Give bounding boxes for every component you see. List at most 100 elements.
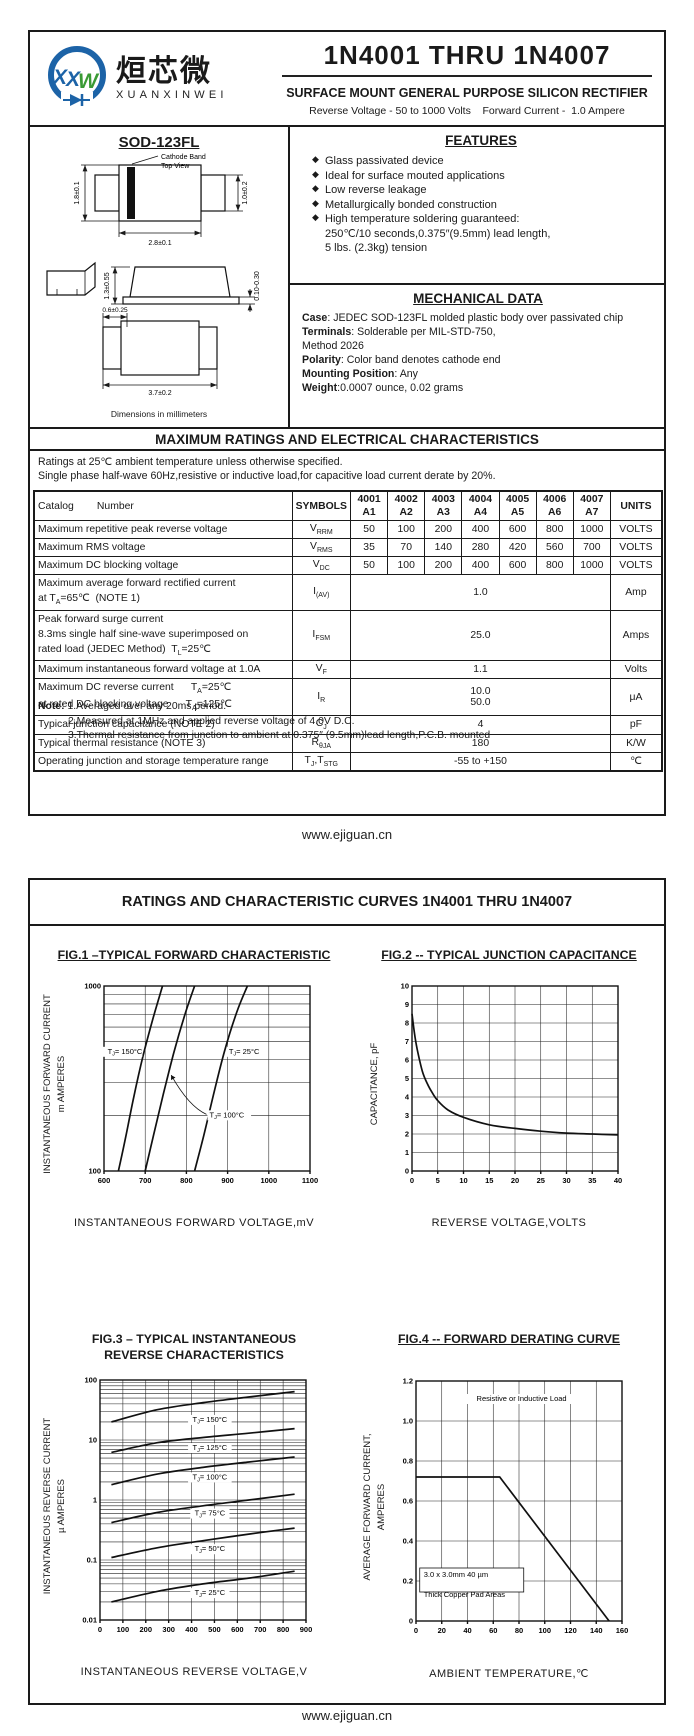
y-tick-label: 0.2 — [403, 1576, 413, 1585]
y-tick-label: 0.6 — [403, 1496, 413, 1505]
y-tick-label: 9 — [405, 1000, 409, 1009]
y-tick-label: 1.2 — [403, 1376, 413, 1385]
y-tick-label: 1 — [405, 1148, 409, 1157]
y-tick-label: 0.4 — [403, 1536, 414, 1545]
footer-url[interactable]: www.ejiguan.cn — [301, 1708, 393, 1723]
value-cell: 1.0 — [350, 574, 611, 611]
part-number-header: 4005 A5 — [498, 490, 537, 521]
figure-3: FIG.3 – TYPICAL INSTANTANEOUS REVERSE CH… — [40, 1332, 348, 1678]
x-tick-label: 100 — [538, 1626, 551, 1635]
logo: X X W 烜芯微 XUANXINWEI — [44, 44, 228, 112]
plot-frame — [99, 1379, 307, 1621]
x-tick-label: 40 — [463, 1626, 471, 1635]
figure-2-ylabel: CAPACITANCE, pF — [368, 1043, 380, 1126]
figure-3-ylabel: INSTANTANEOUS REVERSE CURRENT µ AMPERES — [41, 1417, 67, 1595]
value-cell: 70 — [387, 538, 426, 558]
x-tick-label: 35 — [588, 1176, 596, 1185]
series-label: TJ= 150°C — [108, 1047, 143, 1058]
x-tick-label: 0 — [410, 1176, 414, 1185]
annotation-box — [419, 1567, 525, 1593]
curve — [111, 1390, 295, 1423]
curve — [144, 985, 196, 1172]
note-line: 3.Thermal resistance from junction to am… — [68, 730, 491, 742]
ratings-table: Catalog Number SYMBOLS 4001 A1 4002 A2 4003 A3 4… — [33, 490, 663, 772]
symbol-cell: VRRM — [291, 519, 352, 540]
symbols-header: SYMBOLS — [291, 490, 352, 521]
series-label: TJ= 150°C — [192, 1415, 227, 1426]
datasheet-page-1: X X W 烜芯微 XUANXINWEI 1N4001 THRU 1N4007 … — [28, 30, 666, 816]
parameter-cell: Maximum DC blocking voltage — [33, 556, 293, 576]
x-tick-label: 1100 — [302, 1176, 318, 1185]
symbol-cell: IFSM — [291, 609, 352, 661]
brand-name-en: XUANXINWEI — [116, 89, 228, 101]
parameter-cell: Maximum repetitive peak reverse voltage — [33, 519, 293, 540]
cathode-band — [127, 167, 135, 219]
package-outline-drawing: Cathode Band Top View 1.8±0.1 1.0±0.2 2.… — [46, 154, 261, 397]
curve — [193, 985, 249, 1172]
value-cell: 35 — [350, 538, 389, 558]
figure-4-ylabel: AVERAGE FORWARD CURRENT, AMPERES — [361, 1433, 387, 1581]
table-row: Typical junction capacitance (NOTE 2) CJ 4… — [33, 715, 663, 735]
catalog-header: Catalog Number — [33, 490, 293, 521]
value-cell: 100 — [387, 556, 426, 576]
y-tick-label: 7 — [405, 1037, 409, 1046]
y-tick-label: 10 — [89, 1435, 97, 1444]
unit-cell: Amps — [609, 609, 663, 661]
parameter-cell: Peak forward surge current 8.3ms single h… — [33, 609, 293, 661]
series-label: Resistive or Inductive Load — [477, 1394, 567, 1403]
unit-cell: ℃ — [609, 751, 663, 772]
bullet-icon: ◆ — [312, 183, 319, 194]
datasheet-page-2: RATINGS AND CHARACTERISTIC CURVES 1N4001… — [28, 878, 666, 1705]
figure-3-plot: 0 100 200 300 400 500 600 700 800 900 100 10 1 0.1 0.0… — [82, 1375, 312, 1634]
y-tick-label: 100 — [88, 1166, 101, 1175]
dim-total-length: 3.7±0.2 — [148, 390, 171, 397]
parameter-cell: Operating junction and storage temperatu… — [33, 751, 293, 772]
y-tick-label: 0 — [409, 1616, 413, 1625]
mechanical-line: Weight:0.0007 ounce, 0.02 grams — [302, 381, 464, 394]
x-tick-label: 20 — [511, 1176, 519, 1185]
y-tick-label: 8 — [405, 1018, 409, 1027]
x-tick-label: 80 — [515, 1626, 523, 1635]
x-tick-label: 30 — [562, 1176, 570, 1185]
units-header: UNITS — [609, 490, 663, 521]
x-tick-label: 400 — [185, 1625, 198, 1634]
symbol-cell: VDC — [291, 556, 352, 576]
x-tick-label: 600 — [231, 1625, 244, 1634]
value-cell: 1.1 — [350, 659, 611, 679]
table-row: Maximum repetitive peak reverse voltage V… — [33, 519, 663, 540]
x-tick-label: 5 — [436, 1176, 440, 1185]
x-tick-label: 10 — [459, 1176, 467, 1185]
feature-item: 250℃/10 seconds,0.375″(9.5mm) lead lengt… — [325, 227, 551, 240]
part-number-header: 4003 A3 — [424, 490, 463, 521]
y-tick-label: 0.01 — [82, 1615, 97, 1624]
curve — [111, 1456, 295, 1486]
dim-body-length: 2.8±0.1 — [148, 240, 171, 247]
mechanical-line: Terminals: Solderable per MIL-STD-750, — [302, 325, 496, 338]
unit-cell: K/W — [609, 733, 663, 753]
parameter-cell: Maximum average forward rectified curren… — [33, 574, 293, 611]
x-tick-label: 700 — [254, 1625, 267, 1634]
value-cell: 10.0 50.0 — [350, 677, 611, 717]
table-row: Typical thermal resistance (NOTE 3) RθJA 1… — [33, 733, 663, 753]
value-cell: 400 — [461, 519, 500, 540]
curve — [117, 985, 164, 1172]
symbol-cell: RθJA — [291, 733, 352, 753]
note-label: Note: — [38, 701, 65, 712]
features-list: ◆ Glass passivated device ◆ Ideal for surfa… — [312, 154, 650, 256]
series-label: TJ= 125°C — [192, 1443, 227, 1454]
x-tick-label: 800 — [277, 1625, 290, 1634]
feature-item: ◆ Metallurgically bonded construction — [312, 197, 497, 211]
note-line: Note: 1.Averaged over any 20ms period. — [38, 701, 227, 712]
ratings-heading: MAXIMUM RATINGS AND ELECTRICAL CHARACTER… — [30, 427, 664, 451]
series-label: TJ= 25°C — [229, 1047, 260, 1058]
logo-icon: X X W — [48, 46, 106, 109]
x-tick-label: 100 — [117, 1625, 130, 1634]
part-number-header: 4002 A2 — [387, 490, 426, 521]
footer-url[interactable]: www.ejiguan.cn — [301, 827, 393, 842]
x-tick-label: 0 — [414, 1626, 418, 1635]
curve — [111, 1527, 295, 1559]
features-heading: FEATURES — [445, 133, 517, 148]
x-tick-label: 15 — [485, 1176, 493, 1185]
x-tick-label: 120 — [564, 1626, 577, 1635]
dim-body-width: 1.8±0.1 — [74, 181, 81, 204]
